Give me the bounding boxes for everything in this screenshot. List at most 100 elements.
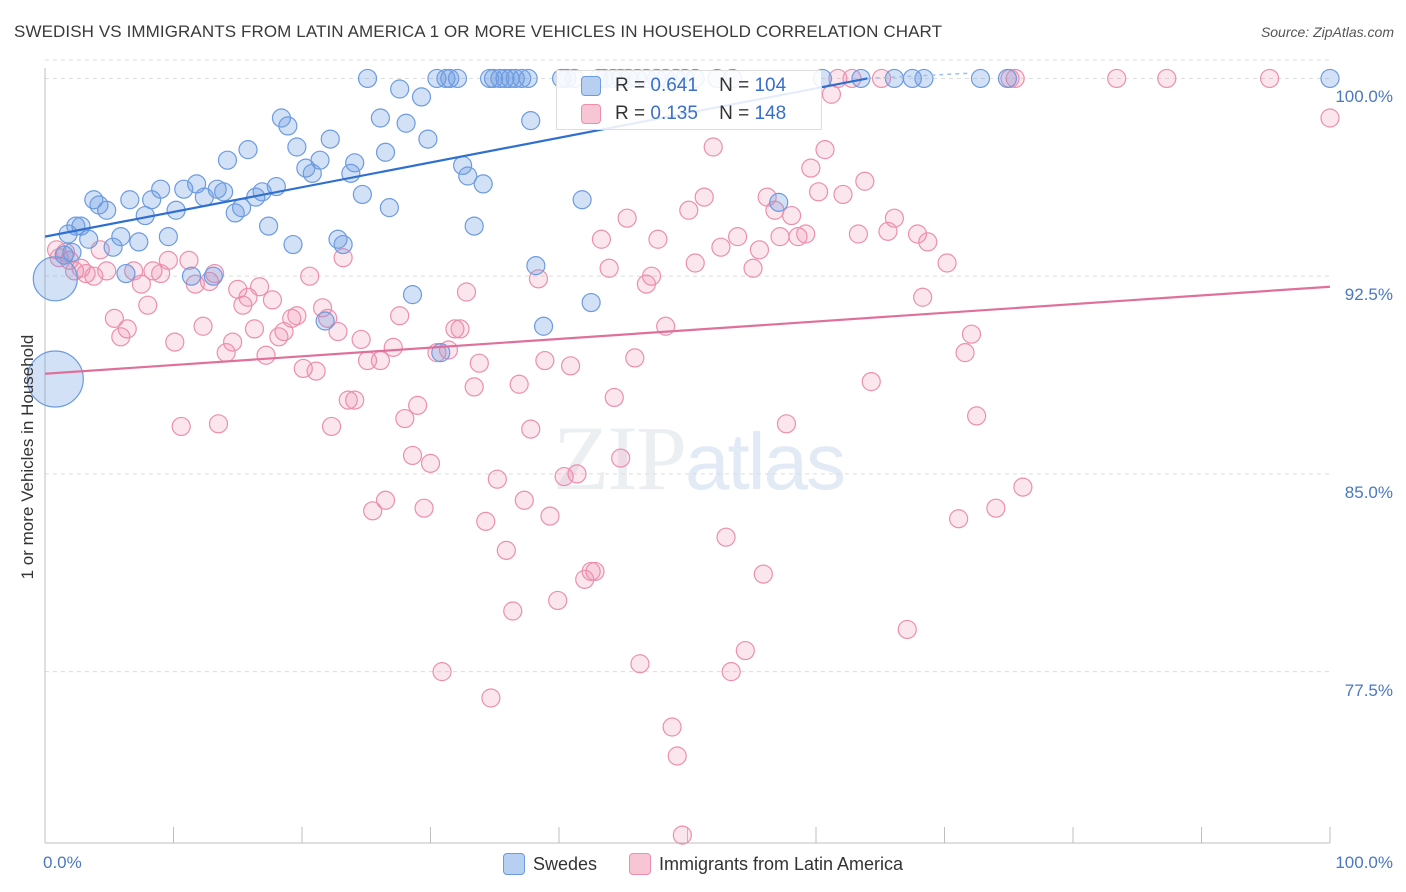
latam-point bbox=[796, 224, 816, 244]
swedes-point bbox=[278, 116, 298, 136]
latam-point bbox=[223, 332, 243, 352]
swedes-trend-extension bbox=[867, 72, 971, 80]
swedes-point bbox=[79, 229, 99, 249]
swedes-point bbox=[320, 129, 340, 149]
latam-point bbox=[375, 490, 396, 510]
swedes-point bbox=[158, 227, 178, 247]
legend-item-latam: Immigrants from Latin America bbox=[628, 853, 903, 875]
swedes-point bbox=[181, 266, 202, 286]
latam-point bbox=[333, 248, 353, 268]
latam-point bbox=[345, 390, 365, 410]
swedes-point bbox=[357, 68, 378, 89]
latam-point bbox=[918, 232, 938, 252]
chart-title: SWEDISH VS IMMIGRANTS FROM LATIN AMERICA… bbox=[14, 22, 943, 41]
series-legend: Swedes Immigrants from Latin America bbox=[0, 853, 1406, 875]
latam-point bbox=[694, 187, 714, 207]
latam-swatch bbox=[581, 104, 601, 124]
swedes-n-label: N = bbox=[719, 75, 750, 96]
swedes-point bbox=[884, 68, 904, 89]
latam-point bbox=[481, 688, 501, 708]
latam-point bbox=[575, 569, 595, 589]
latam-point bbox=[84, 266, 104, 286]
swedes-point bbox=[483, 68, 504, 89]
latam-point bbox=[503, 601, 523, 621]
x-tick-label-max: 100.0% bbox=[1335, 853, 1393, 872]
swedes-point bbox=[370, 108, 390, 128]
latam-point bbox=[548, 590, 568, 611]
latam-point bbox=[487, 469, 507, 489]
swedes-point bbox=[217, 150, 238, 170]
latam-point bbox=[450, 319, 470, 339]
swedes-point bbox=[84, 190, 104, 210]
latam-point bbox=[408, 395, 428, 415]
swedes-point bbox=[458, 166, 478, 186]
latam-point bbox=[808, 182, 829, 202]
latam-point bbox=[716, 527, 736, 547]
swedes-point bbox=[352, 184, 372, 205]
swedes-point bbox=[129, 232, 149, 252]
latam-point bbox=[897, 619, 917, 640]
swedes-point bbox=[769, 192, 789, 212]
latam-point bbox=[171, 416, 191, 437]
latam-point bbox=[781, 205, 802, 226]
swedes-point bbox=[521, 111, 541, 131]
swedes-r-value: 0.641 bbox=[650, 75, 698, 96]
latam-point bbox=[667, 746, 687, 766]
latam-n-value: 148 bbox=[754, 103, 787, 124]
swedes-point bbox=[328, 229, 348, 249]
latam-point bbox=[848, 224, 869, 244]
y-axis-label: 1 or more Vehicles in Household bbox=[18, 334, 37, 580]
swedes-point bbox=[464, 216, 484, 236]
latam-point bbox=[625, 348, 645, 368]
latam-point bbox=[244, 319, 265, 339]
swedes-point bbox=[225, 203, 245, 223]
swedes-point bbox=[533, 316, 554, 336]
gridlines bbox=[45, 59, 1330, 673]
swedes-r-label: R = bbox=[615, 75, 646, 96]
latam-point bbox=[599, 258, 619, 278]
latam-point bbox=[262, 290, 283, 310]
y-tick-label: 77.5% bbox=[1344, 680, 1393, 700]
swedes-point bbox=[315, 311, 335, 331]
latam-point bbox=[907, 224, 928, 244]
latam-point bbox=[833, 184, 853, 205]
swedes-point bbox=[402, 285, 423, 305]
swedes-point bbox=[447, 68, 468, 89]
stats-row-swedes: R = 0.641 N = 104 bbox=[581, 75, 786, 97]
latam-point bbox=[728, 227, 748, 247]
swedes-point bbox=[512, 68, 532, 89]
swedes-point bbox=[411, 87, 432, 107]
swedes-point bbox=[271, 108, 292, 128]
latam-point bbox=[143, 261, 163, 281]
swedes-point bbox=[526, 256, 546, 276]
swedes-point bbox=[62, 242, 82, 263]
latam-point bbox=[328, 321, 348, 342]
latam-point bbox=[913, 287, 933, 307]
latam-point bbox=[540, 506, 560, 526]
latam-point bbox=[955, 343, 975, 363]
latam-point bbox=[521, 419, 541, 439]
legend-item-swedes: Swedes bbox=[502, 853, 597, 875]
latam-point bbox=[1005, 68, 1025, 89]
swedes-point bbox=[116, 263, 136, 284]
latam-point bbox=[445, 319, 465, 339]
latam-point bbox=[456, 282, 477, 302]
swedes-point bbox=[287, 137, 307, 157]
swedes-point bbox=[473, 174, 493, 194]
swedes-point bbox=[495, 68, 515, 89]
axes bbox=[44, 68, 1331, 844]
latam-point bbox=[1107, 68, 1127, 89]
latam-point bbox=[711, 237, 731, 257]
latam-point bbox=[949, 509, 969, 529]
latam-point bbox=[743, 258, 763, 278]
latam-point bbox=[604, 387, 624, 408]
latam-point bbox=[338, 390, 358, 410]
latam-point bbox=[591, 229, 612, 249]
latam-point bbox=[117, 319, 137, 339]
latam-point bbox=[535, 350, 555, 371]
latam-point bbox=[321, 416, 342, 437]
legend-swatch-latam bbox=[628, 853, 651, 875]
latam-point bbox=[249, 277, 270, 297]
latam-point bbox=[363, 501, 383, 521]
